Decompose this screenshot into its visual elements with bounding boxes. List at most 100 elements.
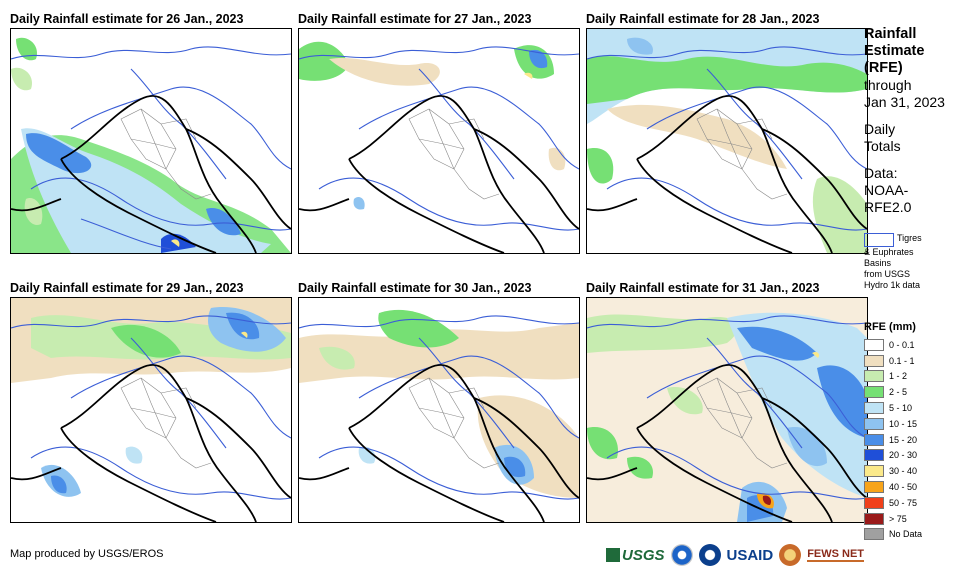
- basin-lines: [587, 315, 867, 500]
- country-borders: [11, 363, 291, 522]
- legend-swatch: [864, 354, 884, 367]
- legend-item: 40 - 50: [864, 479, 922, 495]
- legend-item: 20 - 30: [864, 448, 922, 464]
- rainfall-map: [11, 298, 291, 522]
- map-frame: [10, 28, 292, 254]
- legend-item: 0 - 0.1: [864, 337, 922, 353]
- basin-key-line: from USGS: [864, 269, 911, 279]
- fews-net-globe-icon: [779, 544, 802, 566]
- legend-item: 1 - 2: [864, 369, 922, 385]
- usgs-mark-icon: [606, 548, 620, 562]
- country-borders: [587, 363, 867, 522]
- legend-label: 0.1 - 1: [889, 355, 915, 366]
- legend-swatch: [864, 386, 884, 399]
- data-source-line: NOAA-: [864, 182, 909, 198]
- map-frame: [586, 297, 868, 523]
- legend-item: 0.1 - 1: [864, 353, 922, 369]
- legend-swatch: [864, 528, 884, 541]
- legend-swatch: [864, 338, 884, 351]
- rainfall-map: [11, 37, 291, 253]
- rainfall-map: [587, 29, 867, 253]
- legend-item: 10 - 15: [864, 416, 922, 432]
- legend-label: 30 - 40: [889, 466, 918, 477]
- totals-line: Totals: [864, 138, 901, 154]
- usaid-logo-text: USAID: [726, 546, 774, 564]
- basin-lines: [11, 46, 291, 250]
- legend-label: 1 - 2: [889, 371, 908, 382]
- admin-boundaries: [408, 108, 500, 200]
- legend-label: 10 - 15: [889, 418, 918, 429]
- usgs-logo: USGS: [606, 547, 665, 564]
- rain-areas: [299, 41, 566, 210]
- rain-areas: [587, 29, 867, 253]
- map-info: Rainfall Estimate (RFE) through Jan 31, …: [864, 26, 964, 216]
- basin-key: Tigres & Euphrates Basins from USGS Hydr…: [864, 233, 964, 291]
- rfe-legend: 0 - 0.1 0.1 - 1 1 - 2 2 - 5 5 - 10 10 - 15 15 …: [864, 337, 922, 542]
- legend-item: 2 - 5: [864, 384, 922, 400]
- legend-label: 0 - 0.1: [889, 339, 915, 350]
- map-panel-jan28: Daily Rainfall estimate for 28 Jan., 202…: [586, 10, 868, 254]
- totals-line: Daily: [864, 121, 896, 137]
- rain-areas: [11, 298, 291, 497]
- legend-swatch: [864, 433, 884, 446]
- rain-areas: [11, 37, 291, 253]
- legend-item: 50 - 75: [864, 495, 922, 511]
- rainfall-map: [299, 41, 579, 253]
- map-panel-jan30: Daily Rainfall estimate for 30 Jan., 202…: [298, 279, 580, 523]
- rfe-title-line: (RFE): [864, 60, 903, 76]
- fews-net-logo-text: FEWS NET: [807, 548, 865, 562]
- panel-title: Daily Rainfall estimate for 30 Jan., 202…: [298, 281, 532, 295]
- legend-label: 40 - 50: [889, 482, 918, 493]
- map-frame: [10, 297, 292, 523]
- basin-lines: [299, 46, 579, 231]
- rfe-title-line: Rainfall: [864, 26, 917, 42]
- panel-title: Daily Rainfall estimate for 26 Jan., 202…: [10, 12, 244, 26]
- basin-lines: [587, 46, 867, 231]
- legend-item: > 75: [864, 511, 922, 527]
- basin-lines: [11, 315, 291, 500]
- legend-swatch: [864, 370, 884, 383]
- rain-areas: [299, 309, 579, 498]
- usaid-seal-icon: [698, 544, 721, 566]
- basin-key-line: Tigres: [897, 233, 922, 243]
- legend-swatch: [864, 402, 884, 415]
- rfe-title-line: Estimate: [864, 43, 925, 59]
- logo-strip: USGS USAID FEWS NET: [606, 541, 865, 569]
- legend-item: 5 - 10: [864, 400, 922, 416]
- legend-item: 15 - 20: [864, 432, 922, 448]
- map-frame: [586, 28, 868, 254]
- credit-text: Map produced by USGS/EROS: [10, 548, 164, 560]
- map-frame: [298, 297, 580, 523]
- map-panel-jan27: Daily Rainfall estimate for 27 Jan., 202…: [298, 10, 580, 254]
- admin-boundaries: [120, 377, 212, 469]
- map-frame: [298, 28, 580, 254]
- legend-title: RFE (mm): [864, 321, 916, 333]
- basin-key-line: & Euphrates: [864, 247, 914, 257]
- legend-label: 5 - 10: [889, 403, 913, 414]
- rainfall-map: [299, 309, 579, 522]
- legend-label: 50 - 75: [889, 497, 918, 508]
- legend-swatch: [864, 496, 884, 509]
- usgs-logo-text: USGS: [622, 546, 665, 564]
- map-panel-jan31: Daily Rainfall estimate for 31 Jan., 202…: [586, 279, 868, 523]
- legend-swatch: [864, 465, 884, 478]
- data-source-line: RFE2.0: [864, 199, 912, 215]
- country-borders: [11, 94, 291, 253]
- legend-label: 2 - 5: [889, 387, 908, 398]
- legend-item: 30 - 40: [864, 463, 922, 479]
- legend-label: 15 - 20: [889, 434, 918, 445]
- rainfall-map: [587, 298, 867, 522]
- legend-swatch: [864, 449, 884, 462]
- legend-item: No Data: [864, 527, 922, 543]
- panel-title: Daily Rainfall estimate for 31 Jan., 202…: [586, 281, 820, 295]
- map-panel-jan29: Daily Rainfall estimate for 29 Jan., 202…: [10, 279, 292, 523]
- legend-label: > 75: [889, 513, 907, 524]
- legend-swatch: [864, 417, 884, 430]
- panel-title: Daily Rainfall estimate for 27 Jan., 202…: [298, 12, 532, 26]
- legend-swatch: [864, 512, 884, 525]
- country-borders: [299, 94, 579, 253]
- basin-swatch: [864, 233, 894, 247]
- admin-boundaries: [408, 377, 500, 469]
- period-line: Jan 31, 2023: [864, 94, 945, 110]
- country-borders: [587, 94, 867, 253]
